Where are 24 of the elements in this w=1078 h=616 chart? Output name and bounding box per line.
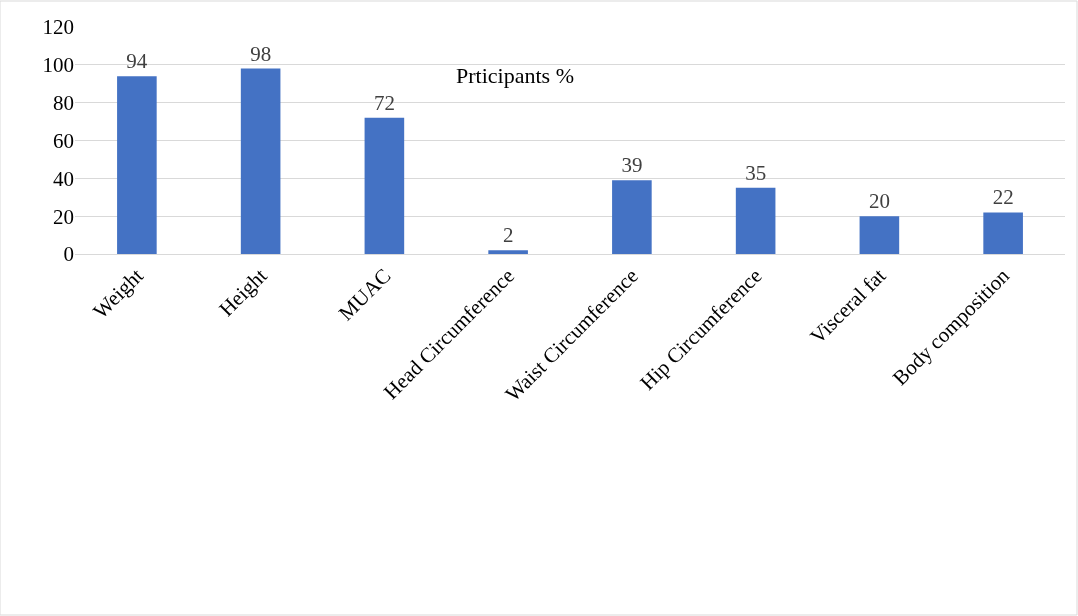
bar	[735, 187, 776, 254]
data-label: 39	[621, 153, 643, 178]
y-tick-label: 40	[53, 166, 74, 191]
data-label: 72	[373, 90, 395, 115]
bar	[983, 212, 1023, 254]
data-label: 94	[126, 49, 148, 74]
bar	[364, 117, 405, 254]
bar	[859, 216, 900, 254]
bar	[240, 68, 281, 254]
data-label: 20	[868, 189, 890, 214]
text: Prticipants %	[456, 62, 574, 88]
y-tick-label: 20	[53, 204, 74, 229]
data-label: 2	[502, 223, 514, 248]
y-tick-label: 0	[63, 242, 74, 267]
y-tick-label: 120	[42, 15, 74, 40]
data-label: 98	[250, 41, 272, 66]
y-tick-label: 100	[42, 53, 74, 78]
y-tick-label: 60	[53, 128, 74, 153]
bar	[612, 180, 652, 254]
bar	[117, 76, 157, 254]
y-tick-label: 80	[53, 91, 74, 116]
bar	[488, 250, 528, 254]
data-label: 35	[745, 160, 767, 185]
data-label: 22	[992, 185, 1014, 210]
